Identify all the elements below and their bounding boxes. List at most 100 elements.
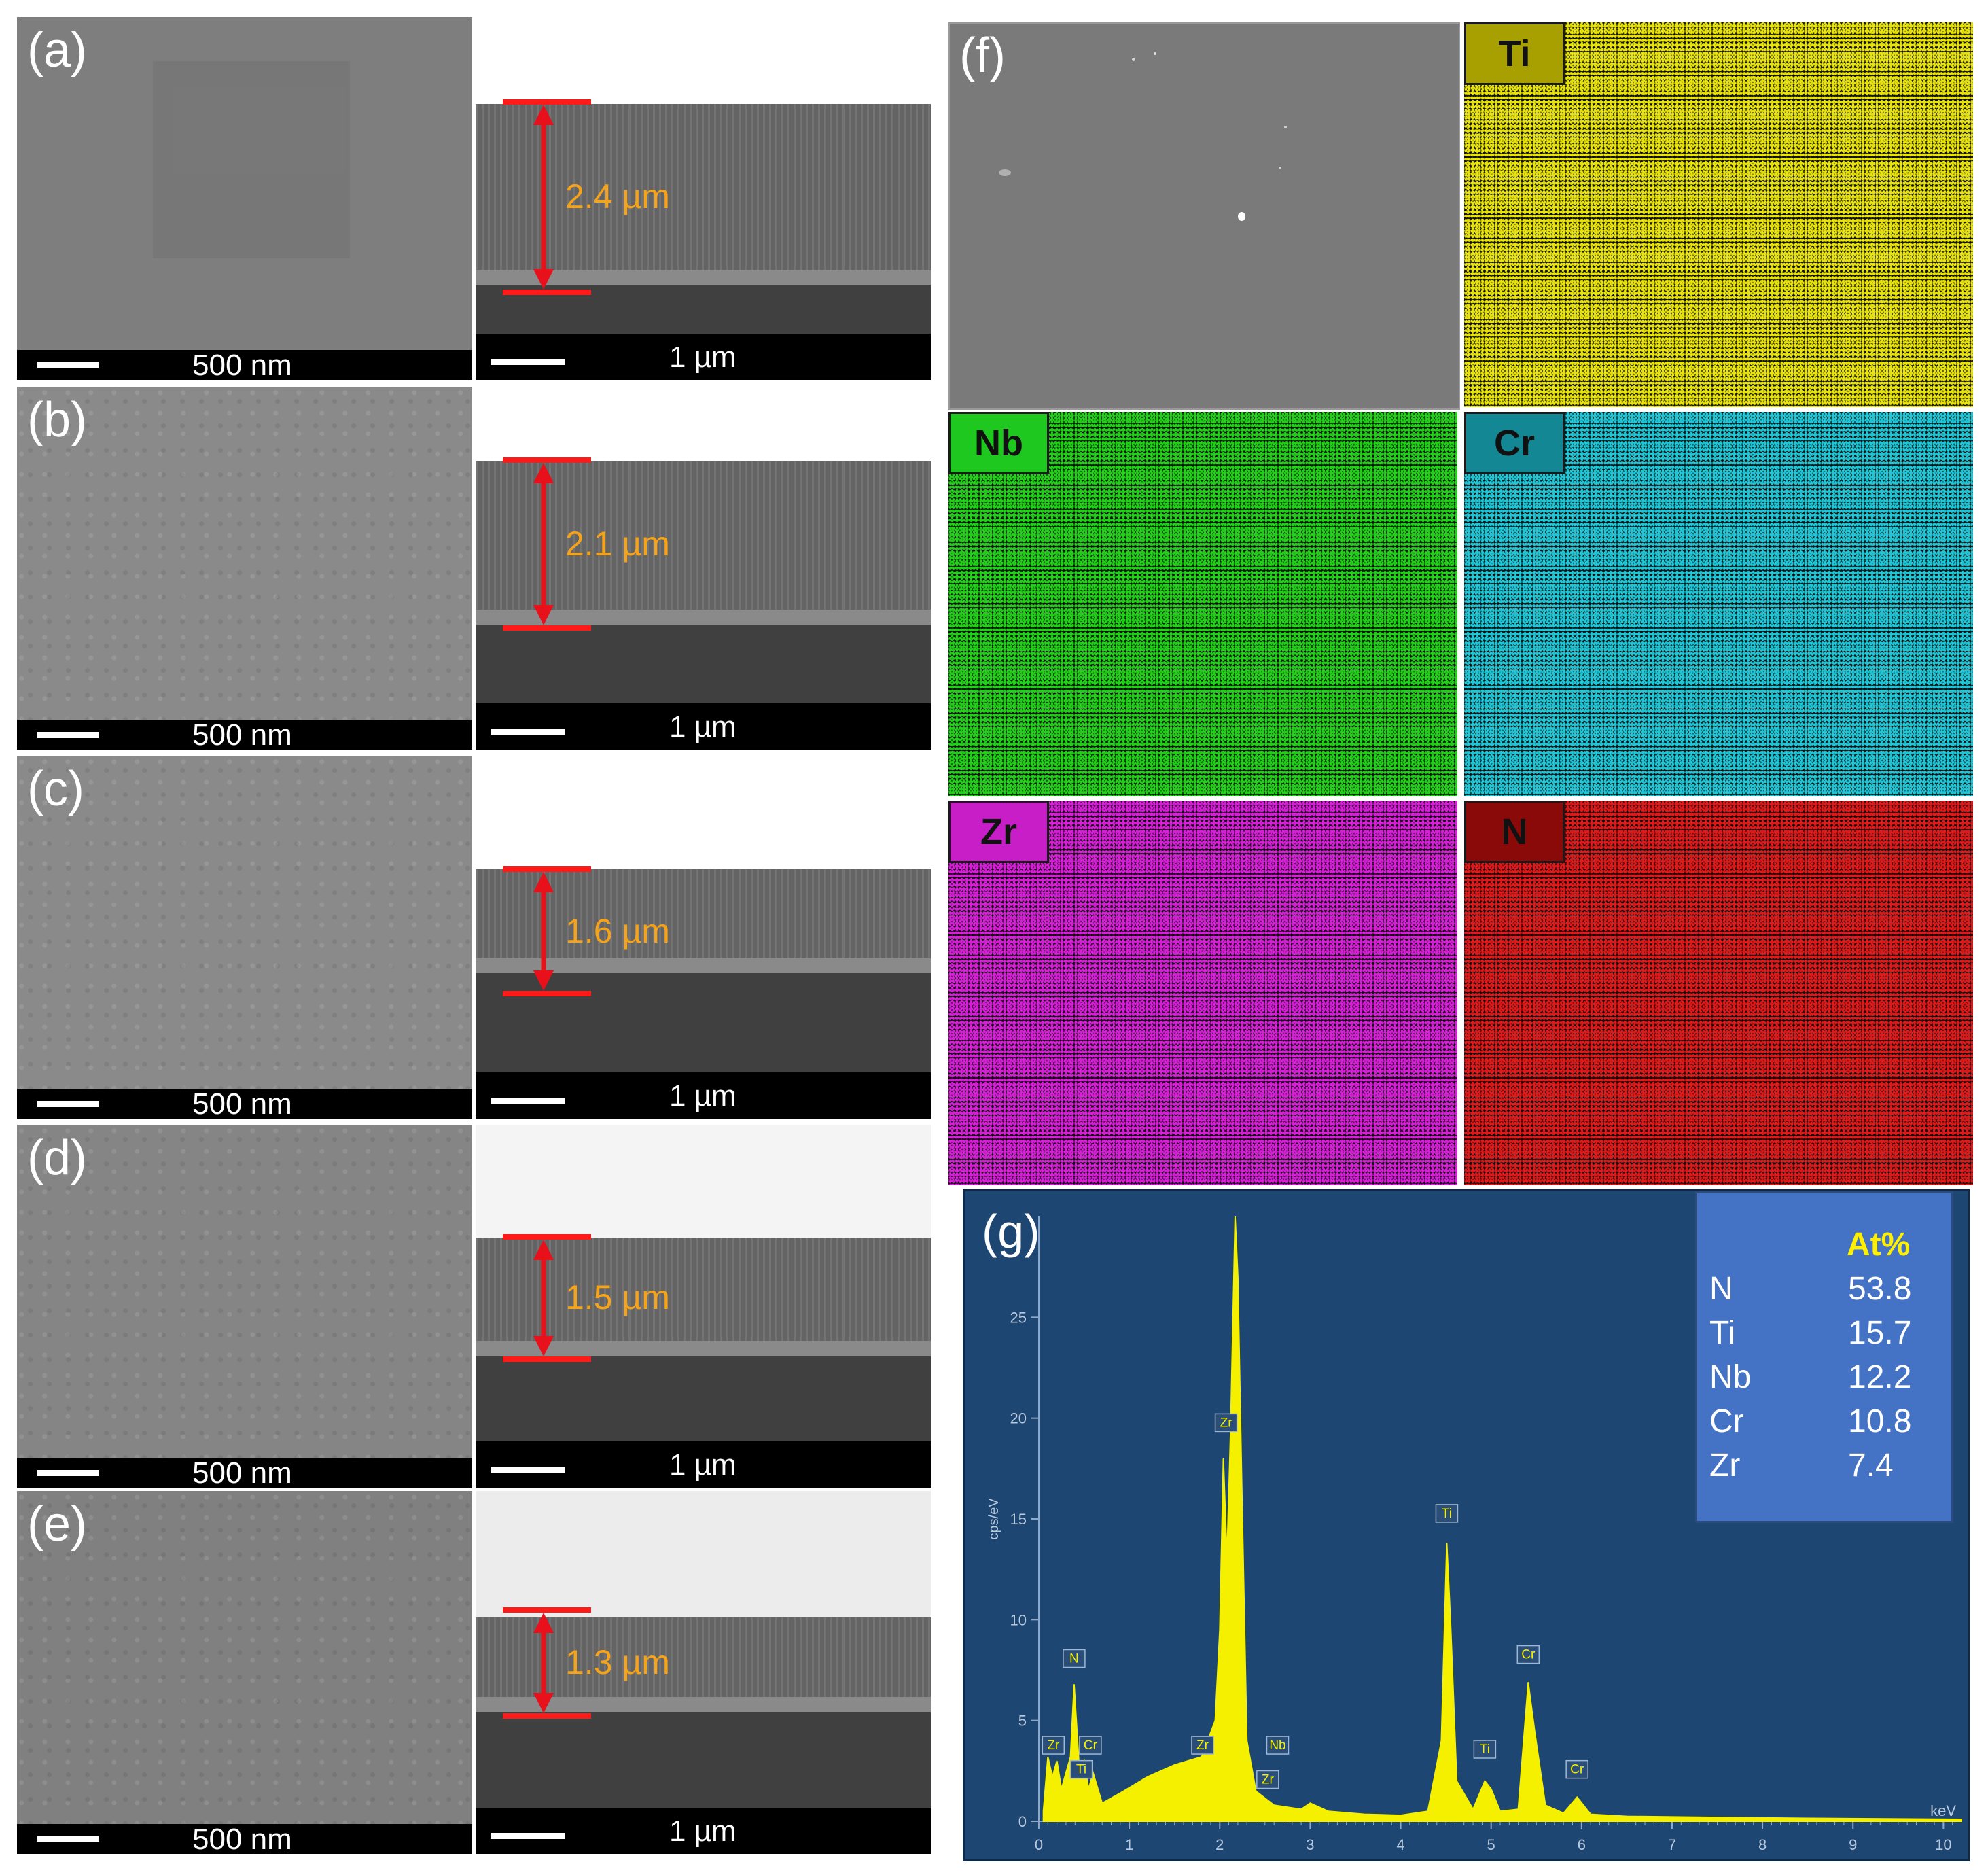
x-tick-label: 5 [1487,1836,1495,1853]
thickness-arrow-head-down [533,605,554,625]
particle [1132,58,1135,61]
peak-label-box [1473,1740,1497,1759]
particle [1284,126,1287,128]
x-tick-label: 7 [1668,1836,1676,1853]
cross-scale-label: 1 µm [669,1079,736,1112]
x-tick-label: 10 [1935,1836,1951,1853]
surface-sem-image: 500 nm (c) [17,756,472,1119]
x-unit-label: keV [1930,1802,1956,1819]
thickness-label: 1.5 µm [565,1278,670,1316]
thickness-arrow-head-up [533,463,554,483]
element-map-ti: Ti [1464,22,1973,407]
panel-letter: (a) [27,23,87,77]
peak-label-box [1191,1736,1214,1755]
peak-label-box [1069,1759,1093,1779]
scale-bar [37,1836,99,1842]
peak-label-box [1565,1759,1588,1779]
scale-bar [491,729,565,735]
scale-bar [37,732,99,738]
interface-layer [476,270,931,285]
thickness-label: 2.1 µm [565,524,670,563]
y-axis-label: cps/eV [987,1498,1001,1540]
x-tick-label: 3 [1306,1836,1314,1853]
peak-label: Cr [1521,1648,1536,1662]
cross-scale-label: 1 µm [669,340,736,374]
table-row: Ti 15.7 [1697,1314,1951,1359]
scale-bar-band [476,1441,931,1488]
element-label-n: N [1464,801,1565,863]
table-element: Cr [1709,1403,1744,1439]
x-tick-label: 1 [1125,1836,1133,1853]
table-element: N [1709,1271,1733,1307]
thickness-marker [503,1234,591,1362]
peak-label: Ti [1480,1742,1490,1757]
interface-layer [476,958,931,973]
table-element: Zr [1709,1448,1741,1484]
scale-bar [37,1101,99,1107]
peak-label: Ti [1076,1763,1086,1777]
peak-label: Nb [1269,1738,1285,1753]
particle [1238,212,1245,221]
peak-label: Zr [1220,1416,1233,1430]
interface-layer [476,1341,931,1356]
thickness-marker [503,1607,591,1719]
x-tick-label: 9 [1849,1836,1857,1853]
cross-scale-label: 1 µm [669,710,736,743]
thickness-marker [503,866,591,996]
peak-label-box [1266,1736,1290,1755]
interface-layer [476,610,931,625]
coating-layer [476,461,931,625]
table-header: At% [1847,1227,1911,1263]
surface-scale-label: 500 nm [192,718,292,750]
panel-letter: (e) [27,1497,87,1552]
peak-label: Cr [1084,1738,1098,1753]
x-tick-label: 0 [1035,1836,1043,1853]
scale-bar [491,359,565,365]
cross-scale-label: 1 µm [669,1815,736,1848]
panel-letter-g: (g) [982,1205,1040,1258]
surface-scale-label: 500 nm [192,1456,292,1488]
element-label-nb: Nb [948,412,1049,474]
cross-section-sem-image: 1 µm 1.6 µm [476,756,931,1119]
x-tick-label: 4 [1396,1836,1404,1853]
element-label-zr: Zr [948,801,1049,863]
table-row: Zr 7.4 [1697,1447,1951,1491]
panel-letter: (c) [27,762,84,816]
peak-label: N [1069,1652,1079,1666]
coating-layer [476,869,931,973]
particle [1154,52,1156,55]
element-map-zr: Zr [948,801,1457,1185]
cross-section-sem-image: 1 µm 2.1 µm [476,387,931,750]
table-row: N 53.8 [1697,1270,1951,1314]
element-label-cr: Cr [1464,412,1565,474]
table-value: 53.8 [1848,1271,1912,1307]
scale-bar [491,1833,565,1839]
surface-scale-label: 500 nm [192,1087,292,1119]
y-tick-label: 10 [1010,1611,1027,1628]
scale-bar [491,1098,565,1104]
cross-scale-label: 1 µm [669,1448,736,1482]
thickness-arrow-head-down [533,269,554,290]
particle [1279,167,1281,169]
surface-sem-image: 500 nm (b) [17,387,472,750]
table-row: Cr 10.8 [1697,1403,1951,1447]
scale-bar-band [476,703,931,750]
cross-section-sem-image: 1 µm 2.4 µm [476,17,931,380]
thickness-arrow-head-up [533,1613,554,1633]
element-map-n: N [1464,801,1973,1185]
thickness-label: 1.6 µm [565,911,670,950]
panel-letter-f: (f) [959,29,1006,83]
peak-label: Ti [1442,1507,1452,1521]
peak-label-box [1042,1736,1065,1755]
scale-bar [37,362,99,368]
peak-label: Cr [1570,1763,1584,1777]
thickness-label: 1.3 µm [565,1643,670,1681]
table-value: 7.4 [1848,1448,1894,1484]
panel-letter: (b) [27,393,87,447]
scale-bar [37,1470,99,1476]
panel-letter: (d) [27,1131,87,1185]
thickness-marker [503,99,591,295]
surface-sem-image: 500 nm (e) [17,1491,472,1854]
surface-scale-label: 500 nm [192,1823,292,1854]
thickness-arrow-head-down [533,1336,554,1356]
